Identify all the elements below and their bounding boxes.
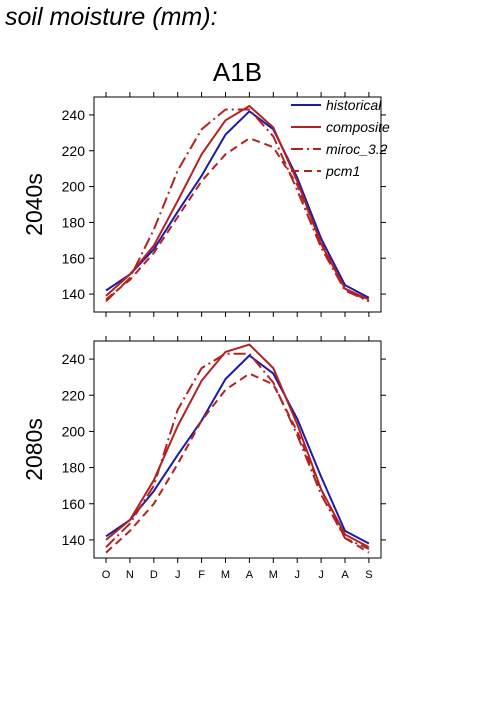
series-line-historical-2080s (105, 354, 370, 545)
panel-frame-2080s (93, 340, 382, 559)
y-tick-label: 240 (62, 107, 86, 123)
legend-label-historical: historical (326, 97, 382, 113)
legend-label-pcm1: pcm1 (325, 163, 360, 179)
x-tick-label: A (246, 569, 254, 581)
panel-label-2080s: 2080s (21, 418, 47, 481)
y-tick-label: 160 (62, 496, 86, 512)
series-line-composite-2040s (105, 105, 370, 301)
series-line-miroc_3.2-2040s (105, 108, 370, 303)
y-tick-label: 200 (62, 423, 86, 439)
y-tick-label: 220 (62, 143, 86, 159)
chart-title: A1B (213, 57, 262, 87)
x-tick-label: N (126, 569, 134, 581)
legend-label-miroc_3.2: miroc_3.2 (326, 141, 388, 157)
legend-label-composite: composite (326, 119, 390, 135)
x-tick-label: M (269, 569, 278, 581)
panel-frame-2040s (93, 96, 382, 313)
x-tick-label: A (341, 569, 349, 581)
x-tick-label: J (294, 569, 300, 581)
series-line-miroc_3.2-2080s (105, 352, 370, 550)
x-tick-label: O (102, 569, 111, 581)
y-tick-label: 160 (62, 250, 86, 266)
x-tick-label: J (175, 569, 181, 581)
x-tick-label: S (365, 569, 372, 581)
y-tick-label: 140 (62, 532, 86, 548)
series-line-pcm1-2080s (105, 372, 370, 554)
series-line-composite-2080s (105, 343, 370, 548)
y-tick-label: 240 (62, 351, 86, 367)
x-tick-label: J (318, 569, 324, 581)
y-tick-label: 180 (62, 214, 86, 230)
page-title: soil moisture (mm): (5, 3, 218, 31)
series-line-pcm1-2040s (105, 137, 370, 303)
x-tick-label: D (150, 569, 158, 581)
panel-label-2040s: 2040s (21, 173, 47, 236)
y-tick-label: 200 (62, 179, 86, 195)
y-tick-label: 180 (62, 460, 86, 476)
x-tick-label: F (198, 569, 205, 581)
y-tick-label: 140 (62, 286, 86, 302)
y-tick-label: 220 (62, 387, 86, 403)
x-tick-label: M (221, 569, 230, 581)
series-line-historical-2040s (105, 110, 370, 299)
